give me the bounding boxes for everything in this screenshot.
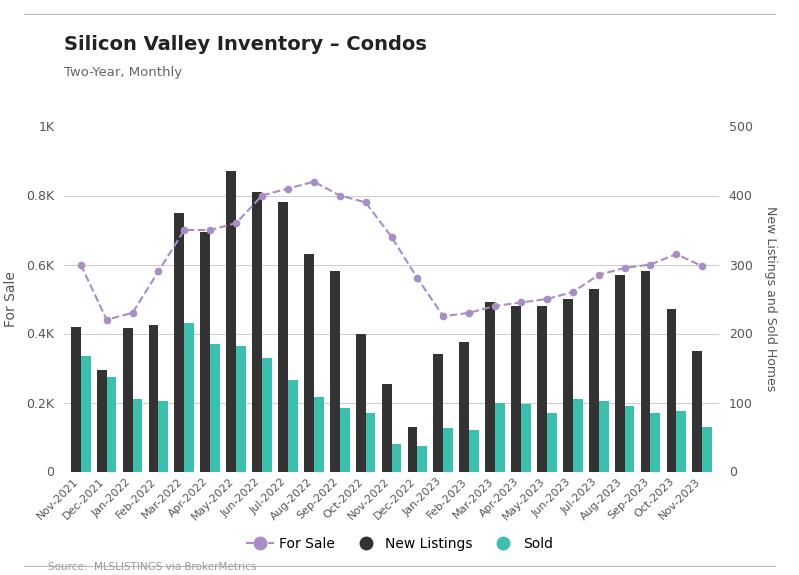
For Sale bbox=[232, 220, 241, 227]
Bar bbox=[443, 428, 453, 472]
Bar bbox=[459, 342, 469, 472]
Bar bbox=[392, 444, 401, 472]
For Sale bbox=[646, 261, 655, 268]
For Sale bbox=[620, 264, 630, 271]
Y-axis label: For Sale: For Sale bbox=[4, 271, 18, 327]
Bar bbox=[330, 271, 340, 472]
Bar bbox=[201, 232, 210, 472]
For Sale bbox=[542, 296, 551, 302]
For Sale bbox=[309, 178, 319, 185]
Bar bbox=[495, 402, 505, 472]
For Sale bbox=[672, 251, 682, 258]
Bar bbox=[614, 275, 625, 471]
Bar bbox=[417, 446, 427, 471]
Bar bbox=[314, 397, 324, 472]
Bar bbox=[288, 380, 298, 472]
For Sale bbox=[153, 268, 163, 275]
For Sale bbox=[516, 299, 526, 306]
For Sale bbox=[76, 261, 85, 268]
Bar bbox=[133, 399, 142, 471]
Text: Source:  MLSLISTINGS via BrokerMetrics: Source: MLSLISTINGS via BrokerMetrics bbox=[48, 562, 256, 572]
For Sale bbox=[101, 316, 111, 323]
For Sale bbox=[594, 271, 603, 278]
For Sale bbox=[283, 185, 292, 192]
Bar bbox=[226, 171, 237, 472]
Bar bbox=[407, 427, 417, 471]
Bar bbox=[237, 346, 246, 472]
Bar bbox=[123, 328, 133, 472]
For Sale bbox=[205, 227, 215, 233]
Legend: For Sale, New Listings, Sold: For Sale, New Listings, Sold bbox=[240, 531, 559, 557]
For Sale bbox=[257, 192, 267, 199]
Bar bbox=[174, 213, 185, 472]
Bar bbox=[641, 271, 650, 472]
Bar bbox=[537, 306, 547, 472]
Bar bbox=[210, 344, 220, 471]
For Sale bbox=[698, 263, 707, 270]
Bar bbox=[71, 327, 81, 472]
Bar bbox=[252, 192, 262, 472]
Bar bbox=[106, 377, 117, 471]
Bar bbox=[262, 358, 272, 471]
Bar bbox=[547, 413, 557, 471]
Bar bbox=[304, 254, 314, 472]
Bar bbox=[650, 413, 660, 471]
Bar bbox=[573, 399, 582, 471]
For Sale bbox=[491, 302, 500, 309]
Bar bbox=[149, 325, 158, 471]
Bar bbox=[521, 404, 531, 471]
Bar bbox=[563, 299, 573, 472]
Bar bbox=[677, 411, 686, 472]
Y-axis label: New Listings and Sold Homes: New Listings and Sold Homes bbox=[764, 206, 777, 392]
Bar bbox=[81, 356, 90, 472]
For Sale bbox=[180, 227, 189, 233]
Text: Silicon Valley Inventory – Condos: Silicon Valley Inventory – Condos bbox=[64, 34, 427, 53]
Bar bbox=[702, 427, 712, 472]
Bar bbox=[598, 401, 609, 472]
Line: For Sale: For Sale bbox=[78, 179, 706, 323]
Bar bbox=[625, 406, 634, 472]
For Sale bbox=[439, 313, 448, 320]
For Sale bbox=[128, 309, 137, 316]
Bar bbox=[693, 351, 702, 472]
Bar bbox=[485, 302, 495, 471]
Bar bbox=[511, 306, 521, 472]
Bar bbox=[185, 323, 194, 472]
Bar bbox=[278, 202, 288, 471]
For Sale bbox=[568, 289, 578, 296]
Bar bbox=[158, 401, 169, 472]
For Sale bbox=[464, 309, 474, 316]
For Sale bbox=[361, 199, 371, 206]
Bar bbox=[666, 309, 677, 472]
Bar bbox=[589, 289, 598, 471]
For Sale bbox=[335, 192, 344, 199]
Bar bbox=[469, 430, 479, 472]
For Sale bbox=[412, 275, 422, 282]
Bar bbox=[340, 408, 349, 471]
Bar bbox=[366, 413, 376, 471]
Bar bbox=[434, 354, 443, 472]
Bar bbox=[356, 334, 366, 472]
Bar bbox=[97, 370, 106, 472]
For Sale bbox=[387, 233, 396, 240]
Text: Two-Year, Monthly: Two-Year, Monthly bbox=[64, 66, 182, 79]
Bar bbox=[382, 384, 392, 472]
